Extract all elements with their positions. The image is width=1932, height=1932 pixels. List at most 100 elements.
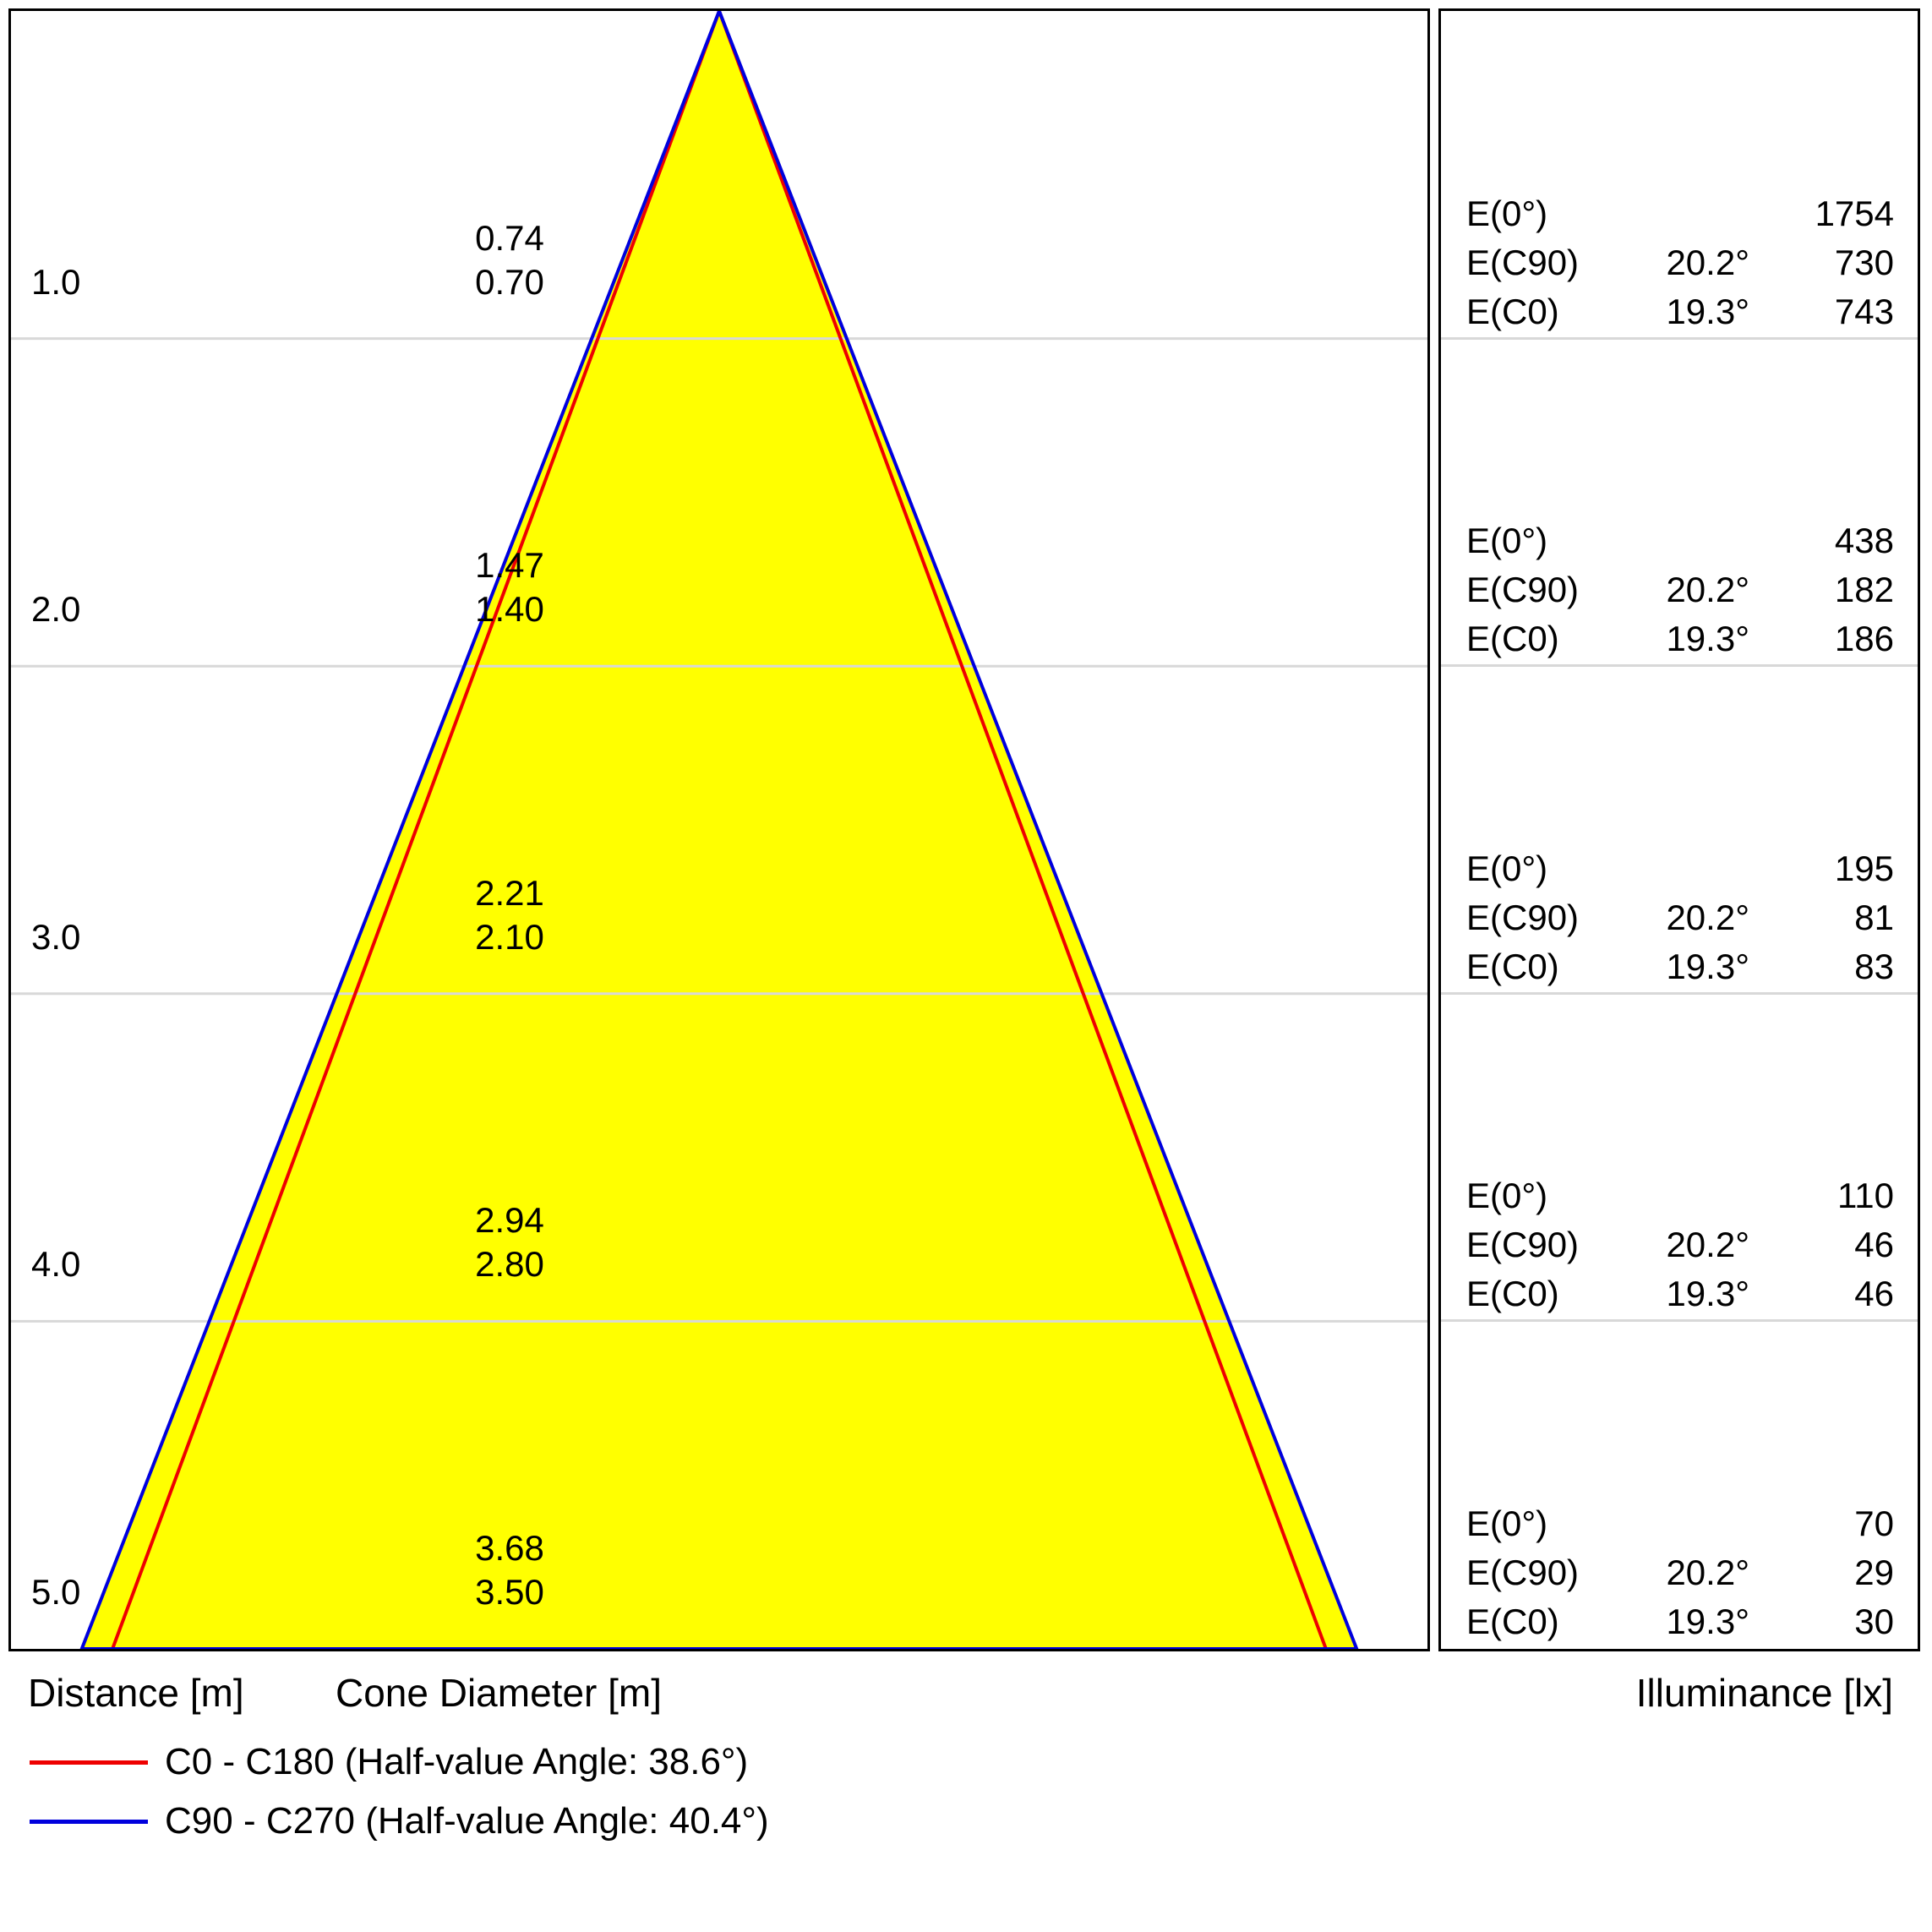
illuminance-row-5m: E(0°) 70 E(C90) 20.2° 29 E(C0) 19.3° 30 — [1466, 1499, 1894, 1646]
cone-diameter-c90-value: 2.21 — [475, 872, 544, 913]
gridline — [1441, 1319, 1918, 1323]
ec0-angle: 19.3° — [1666, 946, 1749, 986]
e0-value: 195 — [1834, 848, 1894, 888]
ec90-label: E(C90) — [1466, 1553, 1580, 1592]
ec0-value: 30 — [1854, 1602, 1894, 1641]
ec90-label: E(C90) — [1466, 242, 1580, 282]
e0-angle — [1614, 516, 1749, 565]
ec0-value: 186 — [1834, 619, 1894, 659]
e0-line: E(0°) 438 — [1466, 516, 1894, 565]
e0-label: E(0°) — [1466, 521, 1548, 561]
cone-diameter-c0-value: 3.50 — [475, 1572, 544, 1612]
cone-diameter-values-1m: 0.74 0.70 — [11, 216, 1008, 304]
ec90-value: 46 — [1854, 1225, 1894, 1265]
illuminance-axis-label: Illuminance [lx] — [1635, 1671, 1893, 1715]
ec0-label: E(C0) — [1466, 946, 1559, 986]
gridline — [1441, 664, 1918, 668]
e0-angle — [1614, 1171, 1749, 1220]
ec90-angle: 20.2° — [1666, 242, 1749, 282]
legend-item-c90: C90 - C270 (Half-value Angle: 40.4°) — [30, 1798, 769, 1844]
distance-label-4m: 4.0 — [31, 1244, 81, 1285]
e0-line: E(0°) 1754 — [1466, 189, 1894, 238]
ec0-angle: 19.3° — [1666, 291, 1749, 331]
e0-label: E(0°) — [1466, 1504, 1548, 1543]
ec0-line: E(C0) 19.3° 83 — [1466, 942, 1894, 991]
ec0-line: E(C0) 19.3° 30 — [1466, 1597, 1894, 1646]
ec0-angle: 19.3° — [1666, 619, 1749, 659]
ec90-line: E(C90) 20.2° 81 — [1466, 893, 1894, 942]
ec90-value: 29 — [1854, 1553, 1894, 1592]
cone-diameter-values-2m: 1.47 1.40 — [11, 543, 1008, 631]
e0-line: E(0°) 195 — [1466, 844, 1894, 893]
cone-diameter-c90-value: 1.47 — [475, 545, 544, 586]
e0-angle — [1614, 844, 1749, 893]
c0-line-swatch — [30, 1760, 148, 1765]
cone-diameter-c0-value: 1.40 — [475, 589, 544, 630]
ec0-label: E(C0) — [1466, 619, 1559, 659]
illuminance-row-1m: E(0°) 1754 E(C90) 20.2° 730 E(C0) 19.3° … — [1466, 189, 1894, 336]
e0-label: E(0°) — [1466, 1176, 1548, 1216]
ec0-value: 46 — [1854, 1274, 1894, 1314]
e0-value: 110 — [1837, 1176, 1894, 1216]
illuminance-row-4m: E(0°) 110 E(C90) 20.2° 46 E(C0) 19.3° 46 — [1466, 1171, 1894, 1318]
legend-label-c90: C90 - C270 (Half-value Angle: 40.4°) — [165, 1800, 769, 1842]
ec90-value: 730 — [1834, 242, 1894, 282]
ec90-value: 81 — [1854, 897, 1894, 937]
cone-chart-panel: 1.0 2.0 3.0 4.0 5.0 0.74 0.70 1.47 1.40 … — [8, 8, 1430, 1651]
ec90-line: E(C90) 20.2° 730 — [1466, 238, 1894, 287]
cone-diameter-c0-value: 2.10 — [475, 916, 544, 957]
ec0-line: E(C0) 19.3° 46 — [1466, 1269, 1894, 1318]
ec0-angle: 19.3° — [1666, 1274, 1749, 1314]
e0-value: 1754 — [1815, 193, 1894, 233]
cone-diameter-c90-value: 0.74 — [475, 217, 544, 258]
cone-diameter-values-3m: 2.21 2.10 — [11, 871, 1008, 959]
illuminance-row-2m: E(0°) 438 E(C90) 20.2° 182 E(C0) 19.3° 1… — [1466, 516, 1894, 663]
ec90-angle: 20.2° — [1666, 570, 1749, 610]
ec0-label: E(C0) — [1466, 291, 1559, 331]
e0-value: 438 — [1834, 521, 1894, 561]
cone-diameter-values-5m: 3.68 3.50 — [11, 1526, 1008, 1614]
c90-line-swatch — [30, 1819, 148, 1824]
ec90-angle: 20.2° — [1666, 1225, 1749, 1265]
distance-label-2m: 2.0 — [31, 589, 81, 630]
ec90-label: E(C90) — [1466, 897, 1580, 937]
illuminance-table-panel: E(0°) 1754 E(C90) 20.2° 730 E(C0) 19.3° … — [1438, 8, 1920, 1651]
light-cone-chart — [11, 11, 1427, 1649]
e0-line: E(0°) 110 — [1466, 1171, 1894, 1220]
distance-axis-label: Distance [m] — [28, 1671, 244, 1715]
distance-label-5m: 5.0 — [31, 1572, 81, 1612]
ec90-line: E(C90) 20.2° 29 — [1466, 1548, 1894, 1597]
gridline — [1441, 336, 1918, 340]
ec0-label: E(C0) — [1466, 1602, 1559, 1641]
cone-diameter-axis-label: Cone Diameter [m] — [335, 1671, 662, 1715]
distance-label-3m: 3.0 — [31, 916, 81, 957]
e0-label: E(0°) — [1466, 193, 1548, 233]
e0-line: E(0°) 70 — [1466, 1499, 1894, 1548]
ec0-value: 83 — [1854, 946, 1894, 986]
e0-value: 70 — [1854, 1504, 1894, 1543]
e0-label: E(0°) — [1466, 848, 1548, 888]
cone-diameter-c0-value: 0.70 — [475, 261, 544, 302]
ec90-line: E(C90) 20.2° 182 — [1466, 565, 1894, 614]
ec90-value: 182 — [1834, 570, 1894, 610]
ec0-value: 743 — [1834, 291, 1894, 331]
distance-label-1m: 1.0 — [31, 261, 81, 302]
cone-diameter-c90-value: 2.94 — [475, 1200, 544, 1241]
cone-diameter-values-4m: 2.94 2.80 — [11, 1198, 1008, 1286]
ec90-label: E(C90) — [1466, 570, 1580, 610]
ec0-line: E(C0) 19.3° 186 — [1466, 614, 1894, 663]
ec0-label: E(C0) — [1466, 1274, 1559, 1314]
ec90-angle: 20.2° — [1666, 1553, 1749, 1592]
legend-label-c0: C0 - C180 (Half-value Angle: 38.6°) — [165, 1741, 749, 1782]
ec90-line: E(C90) 20.2° 46 — [1466, 1220, 1894, 1269]
ec90-label: E(C90) — [1466, 1225, 1580, 1265]
gridline — [1441, 991, 1918, 995]
ec0-line: E(C0) 19.3° 743 — [1466, 287, 1894, 336]
e0-angle — [1614, 1499, 1749, 1548]
illuminance-row-3m: E(0°) 195 E(C90) 20.2° 81 E(C0) 19.3° 83 — [1466, 844, 1894, 991]
legend-item-c0: C0 - C180 (Half-value Angle: 38.6°) — [30, 1739, 748, 1785]
ec0-angle: 19.3° — [1666, 1602, 1749, 1641]
cone-diameter-c90-value: 3.68 — [475, 1528, 544, 1568]
ec90-angle: 20.2° — [1666, 897, 1749, 937]
